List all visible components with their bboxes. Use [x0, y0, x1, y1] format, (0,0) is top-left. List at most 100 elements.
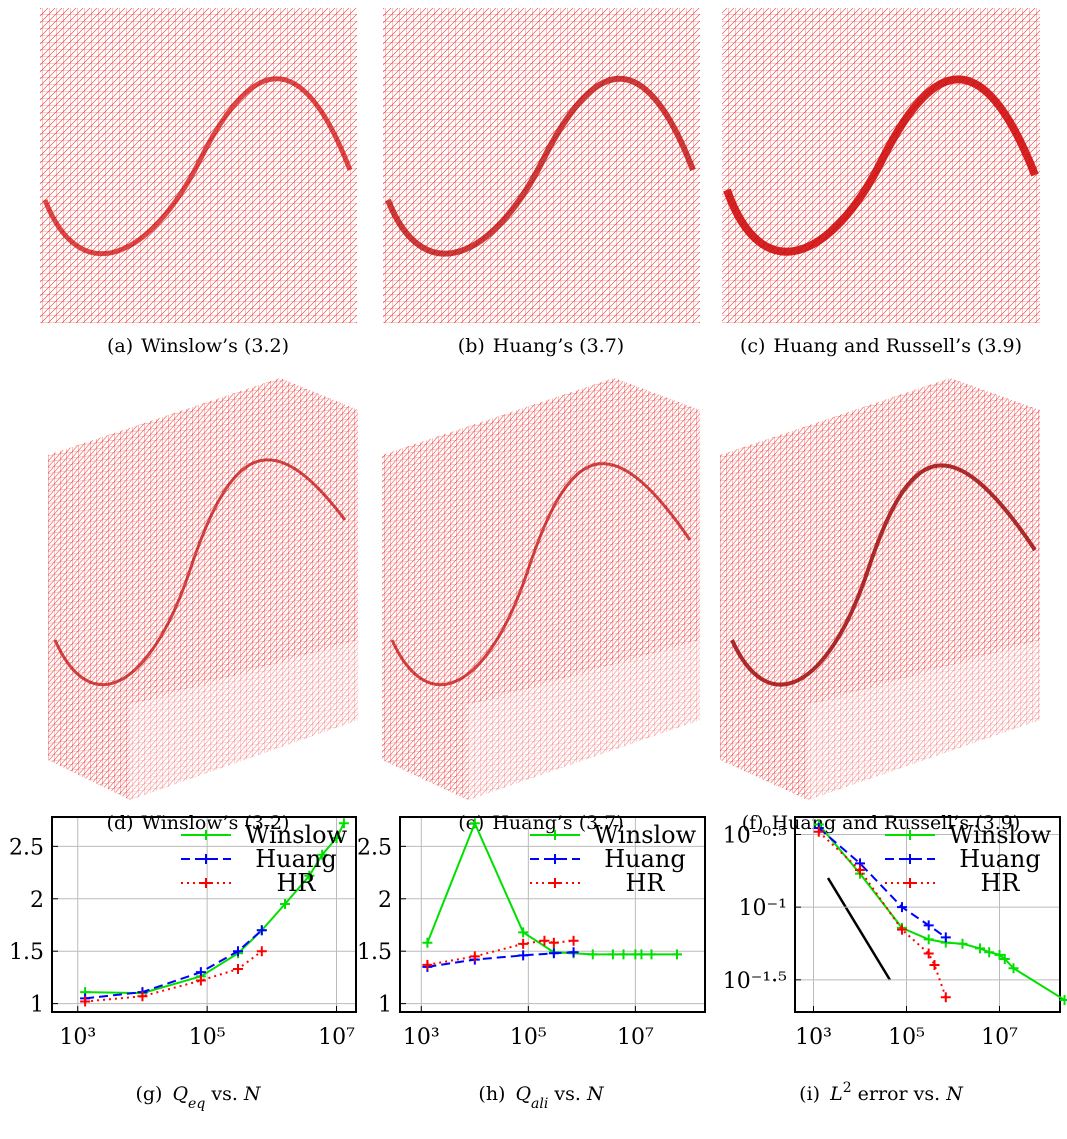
marker: [256, 946, 267, 957]
y-tick-label: 2.5: [9, 835, 44, 860]
series-line: [85, 822, 345, 995]
x-tick-label: 10⁷: [617, 1025, 654, 1050]
marker: [568, 947, 579, 958]
series-line: [85, 929, 263, 1000]
marker: [195, 975, 206, 986]
marker: [940, 992, 951, 1003]
marker: [994, 949, 1005, 960]
marker: [469, 818, 480, 829]
caption-part: Q: [172, 1083, 188, 1105]
legend-marker: [905, 830, 915, 840]
marker: [855, 865, 866, 876]
caption: (c) Huang and Russell’s (3.9): [740, 335, 1022, 357]
marker: [636, 949, 647, 960]
marker: [1008, 963, 1019, 974]
marker: [940, 932, 951, 943]
marker: [548, 937, 559, 948]
caption-text: Huang and Russell’s (3.9): [773, 335, 1022, 357]
marker: [974, 943, 985, 954]
mesh-3d: [48, 378, 358, 800]
y-tick-label: 10⁻¹·⁵: [723, 969, 787, 994]
mesh-panels: [40, 8, 1040, 800]
marker: [984, 947, 995, 958]
marker: [233, 946, 244, 957]
legend-marker: [550, 878, 560, 888]
plot-frame: [51, 816, 357, 1013]
caption: (b) Huang’s (3.7): [458, 335, 624, 357]
marker: [923, 948, 934, 959]
marker: [195, 967, 206, 978]
legend-marker: [905, 854, 915, 864]
series-line: [818, 823, 1066, 1001]
series-line: [818, 827, 947, 939]
marker: [304, 870, 315, 881]
legend-label: HR: [626, 869, 666, 897]
marker: [80, 996, 91, 1007]
caption-part: vs.: [548, 1083, 587, 1105]
caption-part: ali: [531, 1096, 548, 1112]
marker: [331, 832, 342, 843]
marker: [607, 949, 618, 960]
legend-marker: [201, 854, 211, 864]
caption-label: (b): [458, 335, 485, 357]
caption-label: (h): [478, 1083, 505, 1105]
marker: [999, 953, 1010, 964]
legend-label: HR: [277, 869, 317, 897]
marker: [338, 818, 349, 829]
legend-marker: [201, 878, 211, 888]
marker: [317, 849, 328, 860]
caption-label: (f): [742, 812, 764, 834]
reference-slope: [826, 877, 892, 981]
x-tick-label: 10³: [59, 1025, 96, 1050]
caption: (a) Winslow’s (3.2): [107, 335, 289, 357]
caption-part: vs.: [205, 1083, 244, 1105]
caption-part: N: [945, 1083, 964, 1105]
caption-part: 2: [843, 1080, 852, 1096]
x-tick-label: 10⁷: [981, 1025, 1018, 1050]
marker: [548, 948, 559, 959]
legend-label: Winslow: [245, 821, 348, 849]
plot-frame: [399, 816, 706, 1013]
legend-marker: [905, 878, 915, 888]
caption-part: N: [586, 1083, 605, 1105]
marker: [518, 950, 529, 961]
legend-marker: [201, 830, 211, 840]
x-tick-label: 10³: [795, 1025, 832, 1050]
y-tick-label: 2.5: [357, 835, 392, 860]
marker: [518, 938, 529, 949]
marker: [587, 949, 598, 960]
legend-label: HR: [981, 869, 1021, 897]
x-tick-label: 10³: [403, 1025, 440, 1050]
marker: [280, 899, 291, 910]
caption: (g) Qeq vs. N: [135, 1083, 261, 1112]
x-tick-label: 10⁵: [510, 1025, 547, 1050]
series-line: [427, 951, 574, 968]
series-line: [818, 831, 947, 998]
y-tick-label: 1: [30, 993, 44, 1018]
marker: [646, 949, 657, 960]
legend-label: Huang: [255, 845, 337, 873]
x-tick-label: 10⁵: [189, 1025, 226, 1050]
mesh-2d: [722, 8, 1040, 323]
marker: [137, 991, 148, 1002]
marker: [929, 960, 940, 970]
x-tick-label: 10⁵: [888, 1025, 925, 1050]
caption: (i) L2 error vs. N: [799, 1080, 964, 1105]
mesh-3d: [720, 378, 1040, 800]
legend-label: Winslow: [949, 821, 1052, 849]
marker: [469, 951, 480, 962]
legend-label: Huang: [604, 845, 686, 873]
marker: [896, 902, 907, 913]
marker: [1059, 994, 1067, 1005]
legend-label: Winslow: [594, 821, 697, 849]
caption-label: (c): [740, 335, 765, 357]
caption-part: error vs.: [852, 1083, 947, 1105]
caption-part: L: [829, 1083, 843, 1105]
plot-frame: [794, 816, 1061, 1013]
y-tick-label: 2: [30, 888, 44, 913]
series-line: [85, 950, 263, 1003]
y-tick-label: 1: [378, 993, 392, 1018]
